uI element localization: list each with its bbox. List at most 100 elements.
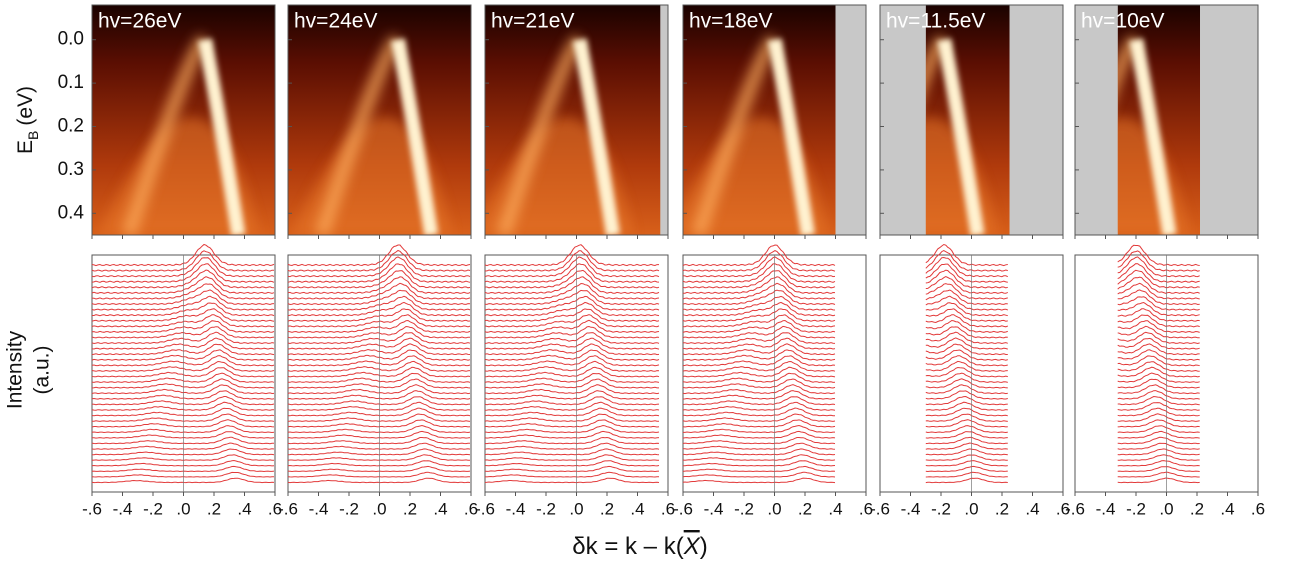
x-tick-label: .4 (433, 499, 447, 518)
panel-title: hv=11.5eV (886, 10, 985, 33)
curve (1117, 301, 1200, 317)
curve (91, 250, 274, 272)
curve (682, 384, 836, 395)
curve (484, 295, 660, 311)
curve (925, 372, 1008, 383)
curve (925, 355, 1008, 367)
curve (682, 430, 836, 439)
curve (1117, 314, 1200, 328)
x-tick-label: .0 (176, 499, 190, 518)
curve (1117, 454, 1200, 461)
band-right (572, 38, 621, 235)
curve (484, 360, 660, 372)
curve (682, 413, 836, 422)
y-tick-label: 0.4 (58, 202, 85, 223)
curve (287, 332, 471, 345)
curve (91, 436, 275, 445)
x-tick-label: -.6 (278, 499, 298, 518)
curve (287, 460, 471, 467)
x-tick-label: -.2 (931, 499, 951, 518)
curve (1117, 460, 1200, 467)
curve (91, 367, 275, 378)
curve (91, 477, 275, 484)
curve (484, 424, 660, 434)
curve (1117, 269, 1200, 289)
curve (288, 372, 471, 383)
x-tick-label: .6 (268, 499, 282, 518)
curve (1117, 320, 1200, 333)
panel: hv=26eV -.6 -.4 -.2 .0 .2 .4 .6 (82, 4, 282, 518)
x-tick-label: -.2 (1126, 499, 1146, 518)
curve (484, 401, 660, 411)
intensity-map (925, 5, 1010, 235)
curve (1117, 407, 1200, 417)
curve (484, 301, 660, 317)
curve (925, 390, 1008, 400)
curve (1117, 250, 1200, 272)
curve (682, 437, 836, 445)
intensity-map (485, 5, 661, 235)
curve (925, 283, 1008, 300)
curve (91, 401, 275, 411)
curve (287, 301, 471, 317)
curve (287, 295, 471, 311)
curve (1117, 436, 1200, 445)
curve (91, 243, 275, 267)
band-right (767, 38, 815, 235)
curve (925, 343, 1008, 356)
curve (287, 437, 471, 445)
curve (287, 244, 471, 267)
curve (287, 419, 471, 428)
curve (484, 289, 660, 306)
curve (682, 396, 836, 406)
curve (1117, 276, 1200, 294)
curve (925, 471, 1008, 478)
curve (925, 413, 1008, 422)
curve (91, 454, 275, 461)
x-tick-label: -.4 (1096, 499, 1116, 518)
curve (682, 419, 836, 428)
curve (1117, 477, 1200, 484)
curve (484, 407, 660, 417)
curve (683, 442, 836, 450)
curve (925, 419, 1008, 428)
curve (1117, 296, 1200, 311)
curve (91, 337, 275, 350)
curve (1117, 331, 1200, 345)
curve (287, 263, 471, 283)
curve (484, 448, 660, 456)
x-tick-label: .4 (1025, 499, 1039, 518)
curve (91, 390, 275, 400)
x-tick-label: .4 (1220, 499, 1234, 518)
curve (1117, 390, 1200, 400)
curve (682, 263, 836, 283)
curve (91, 442, 275, 450)
curve (484, 250, 660, 272)
curve (484, 430, 660, 439)
x-tick-label: -.4 (309, 499, 329, 518)
curve (925, 319, 1008, 333)
curve (287, 308, 471, 322)
curve (92, 448, 275, 456)
curve (288, 355, 471, 367)
curve (1117, 419, 1200, 428)
curve (91, 295, 275, 311)
curve (484, 319, 660, 333)
curve (484, 355, 660, 367)
y-tick-label: 0.1 (58, 72, 84, 93)
curve (682, 276, 836, 294)
curve (287, 407, 471, 417)
curve (484, 442, 660, 450)
curve (682, 372, 836, 383)
curve (287, 471, 471, 478)
curve (1117, 355, 1200, 367)
curve (925, 263, 1008, 283)
curve (925, 442, 1008, 450)
curve (1117, 366, 1200, 378)
curve (484, 465, 660, 473)
band-right (1129, 38, 1177, 235)
x-tick-label: -.2 (143, 499, 163, 518)
curve (925, 460, 1008, 467)
curve (682, 355, 836, 367)
curve (91, 419, 275, 428)
